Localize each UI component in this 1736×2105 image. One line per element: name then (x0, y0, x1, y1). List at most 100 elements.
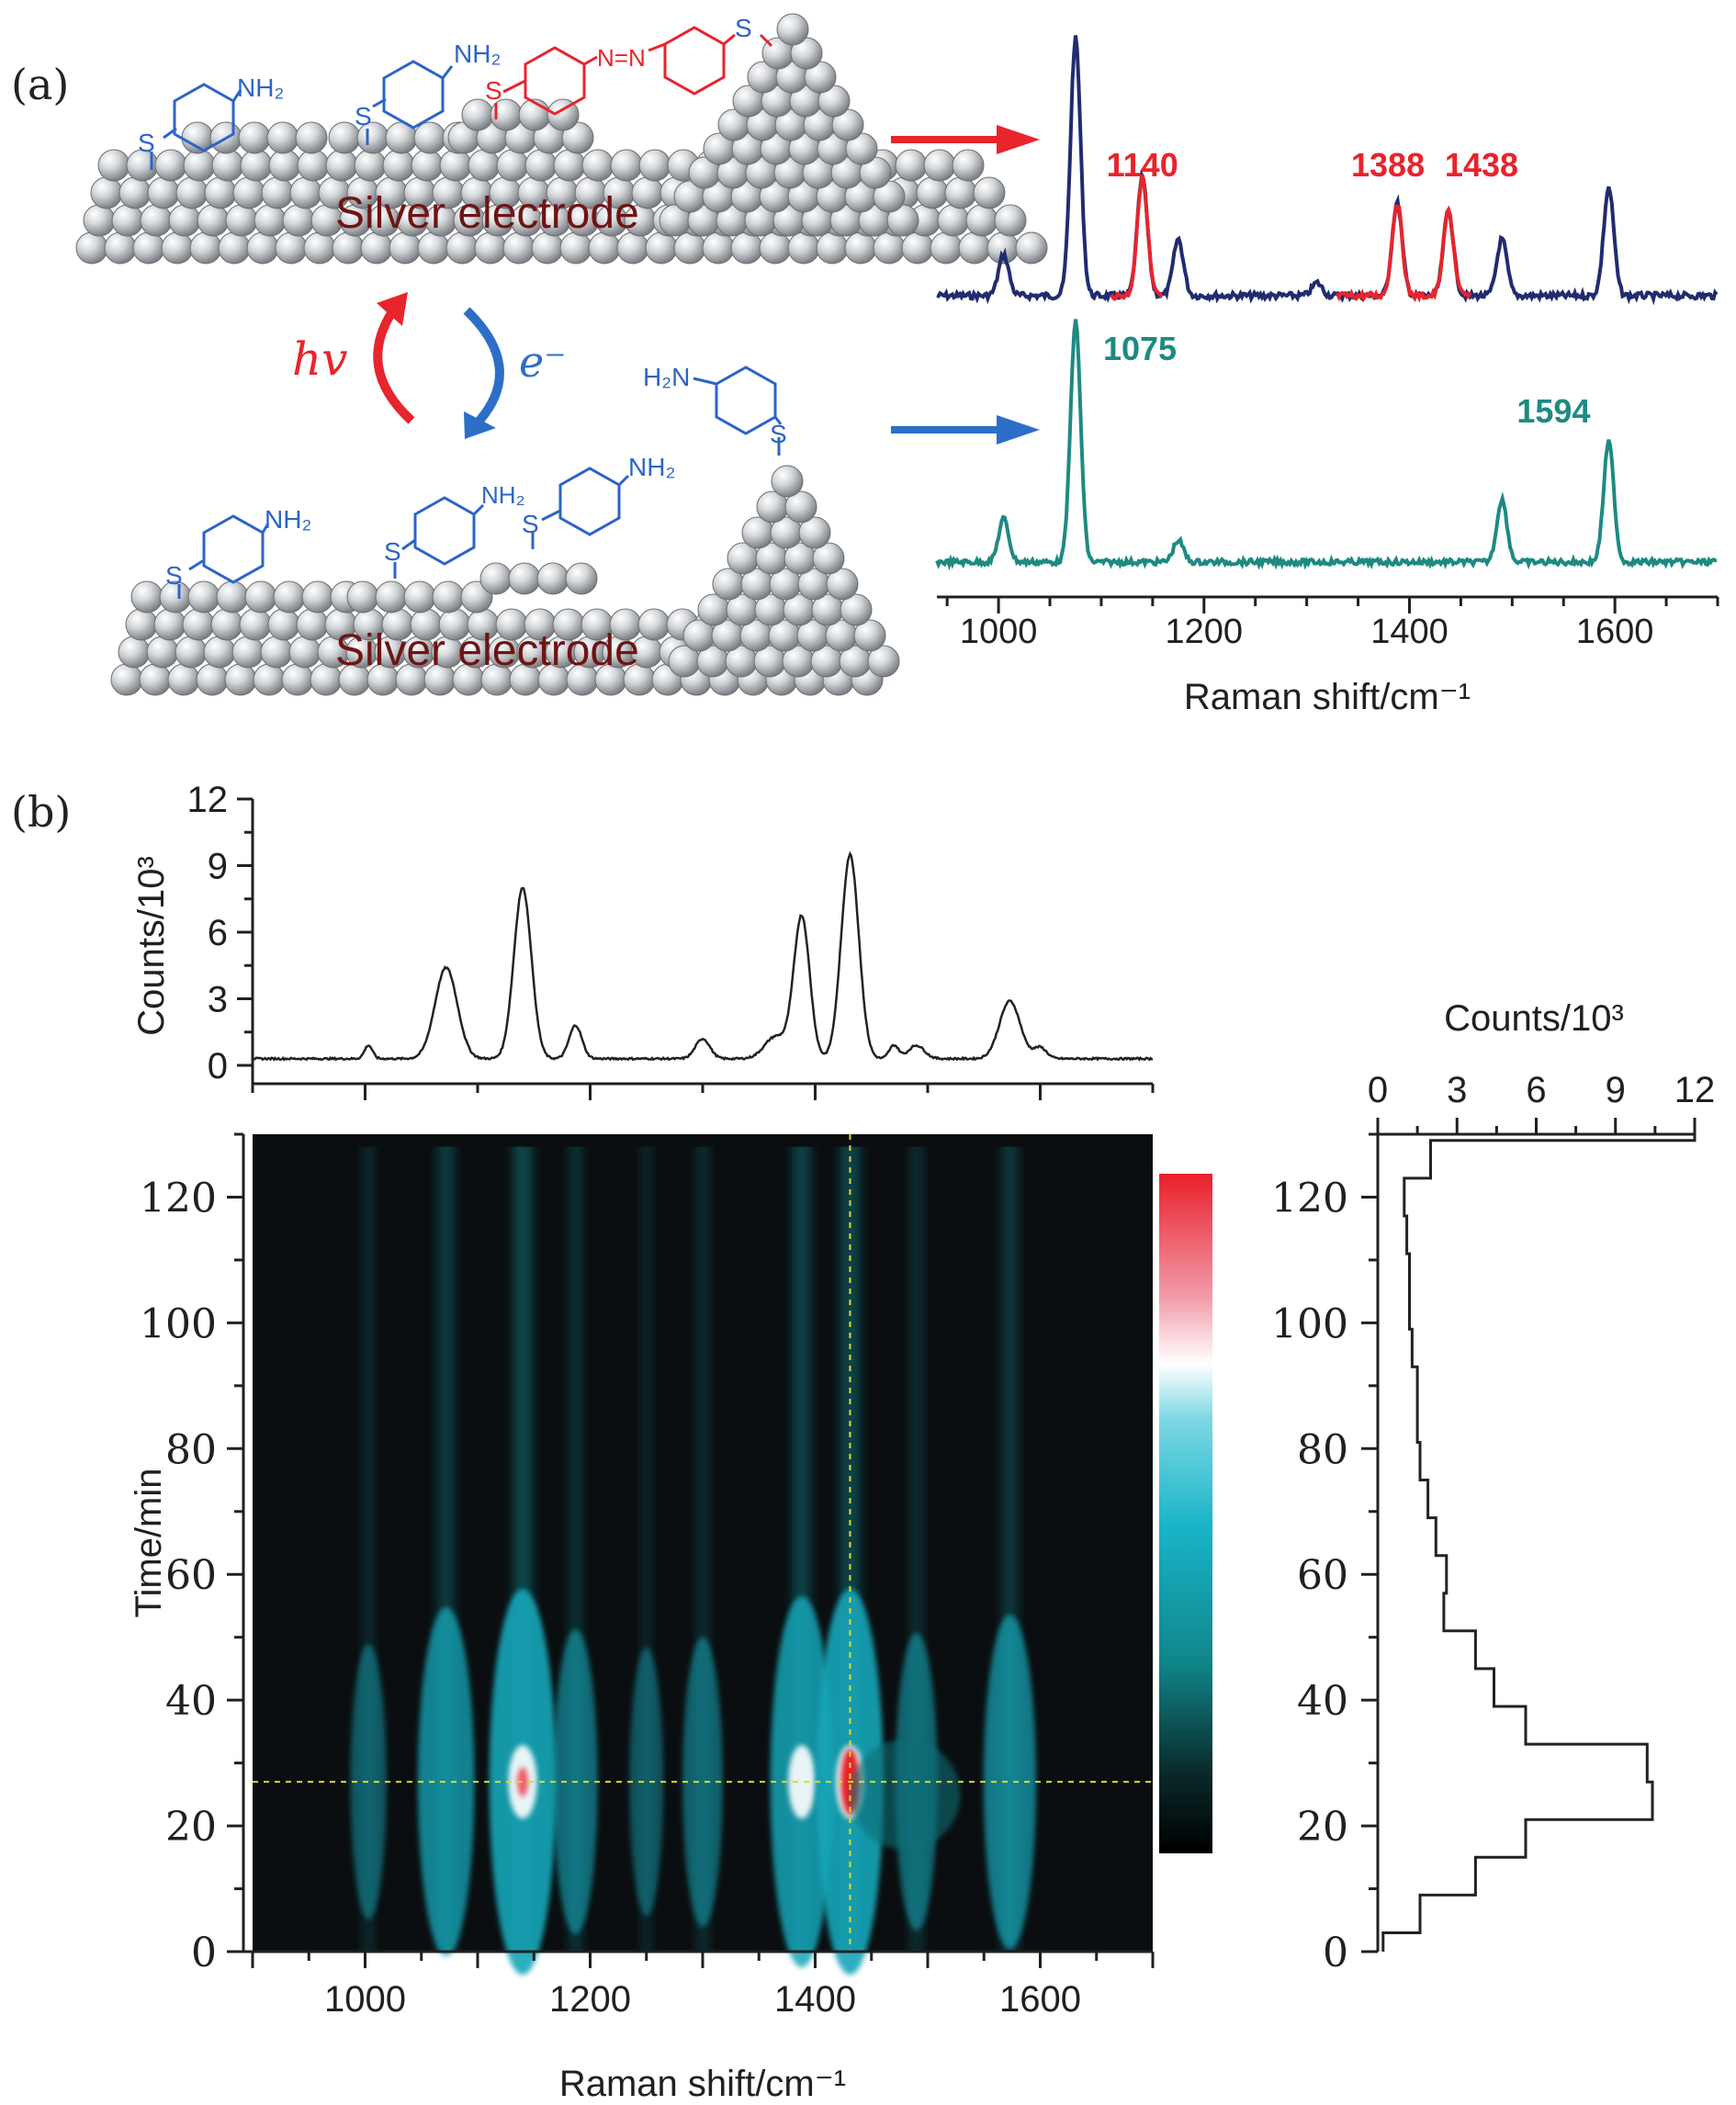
silver-atom (812, 542, 845, 575)
spectrum-azo-trace (936, 35, 1719, 306)
silver-atom (382, 149, 415, 182)
silver-atom (139, 663, 172, 696)
amine-label: NH₂ (454, 39, 501, 68)
silver-atom (261, 176, 294, 209)
silver-atom (260, 636, 293, 669)
time-profile-b: 0 3 6 9 12 0 20 40 60 80 100 120 Counts/10³ (1271, 998, 1715, 1976)
x-tick-label: 9 (1606, 1070, 1626, 1110)
silver-atom (110, 663, 143, 696)
raman-spectra-a: 1000 1200 1400 1600 Raman shift/cm⁻¹ 1140 13… (935, 35, 1719, 717)
silver-atom (118, 636, 151, 669)
y-tick-label: 60 (1297, 1552, 1348, 1599)
heatmap-y-ticks: 0 20 40 60 80 100 120 (140, 1132, 243, 1976)
silver-atom (231, 636, 265, 669)
silver-atom (140, 204, 173, 237)
silver-atom (958, 231, 991, 265)
y-tick-label: 100 (1271, 1300, 1348, 1347)
y-tick-label: 80 (1297, 1426, 1348, 1473)
silver-atom (867, 645, 900, 678)
profile-x-ticks: 0 3 6 9 12 (1368, 1070, 1715, 1134)
silver-atom (111, 204, 144, 237)
profile-y-ticks: 0 20 40 60 80 100 120 (1271, 1132, 1378, 1976)
benzene-ring (413, 496, 476, 566)
y-tick-label: 60 (165, 1552, 217, 1599)
amine-label: NH₂ (237, 73, 284, 102)
y-tick-label: 20 (165, 1804, 217, 1851)
x-tick-label: 12 (1674, 1070, 1716, 1110)
light-label: hv (292, 332, 347, 386)
arrow-head-icon (997, 125, 1040, 154)
silver-atom (225, 204, 258, 237)
y-tick-label: 20 (1297, 1804, 1348, 1851)
silver-atom (508, 562, 541, 595)
sulfur-label: S (485, 76, 502, 105)
silver-atom (853, 619, 886, 652)
silver-atom (224, 663, 257, 696)
silver-atom (536, 562, 569, 595)
silver-atom (413, 121, 446, 154)
silver-atom (301, 580, 334, 613)
x-tick-label: 1000 (960, 613, 1038, 651)
silver-atom (553, 149, 586, 182)
silver-atom (168, 204, 201, 237)
silver-atom (75, 231, 108, 265)
spectrum-b-trace (252, 850, 1154, 1062)
peak-intensity (850, 1739, 961, 1850)
silver-atom (496, 149, 529, 182)
silver-atom (281, 663, 314, 696)
panel-a-label: (a) (11, 60, 69, 109)
silver-atom (1015, 231, 1048, 265)
silver-atom (873, 231, 906, 265)
sulfur-label: S (384, 537, 401, 566)
silver-atom (645, 231, 678, 265)
silver-atom (254, 204, 287, 237)
peak-intensity (629, 1648, 664, 1917)
silver-atom (702, 231, 735, 265)
silver-atom (104, 231, 137, 265)
silver-atom (187, 580, 220, 613)
spectrum-azo-red-segment (1110, 174, 1164, 301)
silver-atom (901, 231, 934, 265)
peak-annotation: 1388 (1351, 146, 1425, 184)
heatmap-x-label: Raman shift/cm⁻¹ (559, 2064, 846, 2104)
silver-atom (146, 636, 179, 669)
silver-atom (232, 176, 265, 209)
silver-atom (784, 490, 817, 523)
y-tick-label: 9 (208, 847, 228, 887)
profile-step-trace (1381, 1134, 1697, 1952)
silver-atom (581, 149, 614, 182)
silver-atom (238, 121, 271, 154)
silver-atom (216, 580, 249, 613)
x-tick-label: 1600 (1576, 613, 1654, 651)
panel-b-label: (b) (11, 787, 71, 837)
spectrum-azo-red-segment (1336, 204, 1472, 303)
silver-atom (218, 231, 251, 265)
bond (502, 79, 526, 94)
bond (372, 97, 387, 108)
silver-atom (547, 98, 580, 131)
silver-atom (916, 176, 949, 209)
amine-label: NH₂ (265, 505, 311, 534)
x-tick-label: 1600 (999, 1979, 1081, 2020)
silver-atom (211, 149, 244, 182)
silver-atom (161, 231, 194, 265)
silver-atom (994, 204, 1027, 237)
spectrum-pointers (891, 125, 1040, 445)
profile-x-label: Counts/10³ (1444, 998, 1624, 1039)
silver-atom (930, 231, 963, 265)
electrode-label-bottom: Silver electrode (335, 626, 639, 675)
molecules-top: S NH₂ S NH₂ S N=N S (138, 14, 773, 170)
silver-atom (295, 121, 328, 154)
silver-atom (565, 562, 598, 595)
silver-atom (759, 231, 792, 265)
silver-atom (125, 608, 158, 641)
spectrum-b-y-ticks: 0 3 6 9 12 (187, 780, 253, 1086)
silver-atom (204, 176, 237, 209)
peak-streak (641, 1146, 652, 1952)
silver-atom (196, 663, 229, 696)
silver-atom (776, 13, 809, 46)
peak-intensity (682, 1637, 723, 1928)
silver-atom (375, 580, 408, 613)
y-tick-label: 100 (140, 1300, 217, 1347)
y-tick-label: 6 (208, 913, 228, 953)
